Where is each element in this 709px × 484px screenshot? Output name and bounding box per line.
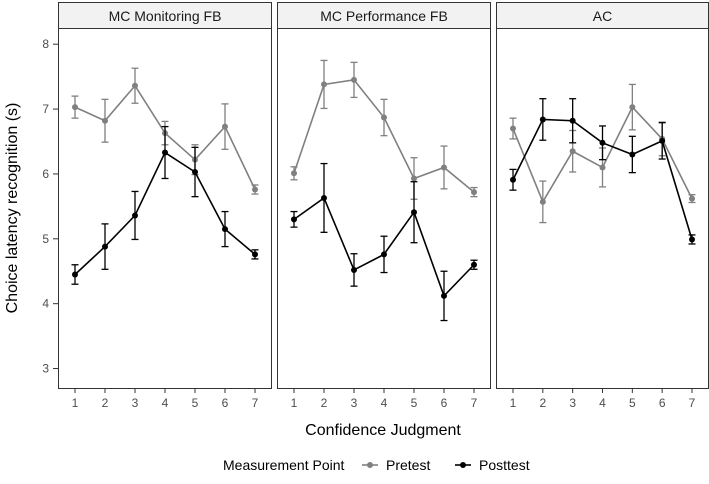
series-pretest xyxy=(290,59,478,200)
data-point xyxy=(222,226,228,233)
legend-item-pretest: Pretest xyxy=(362,457,430,473)
data-point xyxy=(132,82,138,89)
x-tick-label: 5 xyxy=(192,396,199,410)
x-axis-title: Confidence Judgment xyxy=(305,422,461,439)
legend-label: Posttest xyxy=(479,457,530,473)
facet-panel: MC Performance FB 1 2 3 4 5 6 7 xyxy=(277,2,491,410)
legend-key-point xyxy=(367,462,373,468)
y-tick-label: 5 xyxy=(42,232,49,246)
x-tick-label: 4 xyxy=(599,396,606,410)
data-point xyxy=(539,198,546,205)
facet-panel: AC 1 2 3 4 5 6 7 xyxy=(496,2,709,410)
x-tick-label: 2 xyxy=(321,396,328,410)
facet-title: MC Monitoring FB xyxy=(109,8,222,24)
data-point xyxy=(351,76,357,83)
data-point xyxy=(351,266,357,273)
x-tick-label: 7 xyxy=(689,396,696,410)
data-point xyxy=(222,123,228,130)
data-point xyxy=(132,212,138,219)
data-point xyxy=(629,104,636,111)
data-point xyxy=(72,104,78,111)
x-tick-label: 2 xyxy=(539,396,546,410)
x-tick-label: 1 xyxy=(72,396,79,410)
series-posttest xyxy=(71,125,259,285)
data-point xyxy=(252,251,258,258)
y-axis-title: Choice latency recognition (s) xyxy=(4,103,21,314)
data-point xyxy=(411,209,417,216)
data-point xyxy=(659,137,666,144)
series-posttest xyxy=(509,98,696,245)
y-tick-label: 3 xyxy=(42,362,49,376)
x-tick-label: 1 xyxy=(291,396,298,410)
panel-border xyxy=(58,28,272,389)
x-tick-label: 6 xyxy=(659,396,666,410)
panels-layer: MC Monitoring FB1 2 3 4 5 6 7MC Performance FB… xyxy=(58,2,709,410)
x-tick-label: 2 xyxy=(102,396,109,410)
data-point xyxy=(252,186,258,193)
y-tick-label: 7 xyxy=(42,102,49,116)
data-point xyxy=(102,243,108,250)
legend-title: Measurement Point xyxy=(223,457,345,473)
data-point xyxy=(569,148,576,155)
panel-border xyxy=(277,28,491,389)
data-point xyxy=(441,164,447,171)
data-point xyxy=(629,151,636,158)
x-tick-label: 7 xyxy=(252,396,259,410)
data-point xyxy=(102,117,108,124)
data-point xyxy=(381,251,387,258)
data-point xyxy=(689,236,695,243)
x-tick-label: 5 xyxy=(629,396,636,410)
legend-item-posttest: Posttest xyxy=(455,457,530,473)
facet-panel: MC Monitoring FB 1 2 3 4 5 6 7 xyxy=(58,2,272,410)
data-point xyxy=(689,195,695,202)
x-tick-label: 3 xyxy=(569,396,576,410)
x-tick-label: 3 xyxy=(351,396,358,410)
x-tick-label: 4 xyxy=(381,396,388,410)
x-tick-label: 5 xyxy=(411,396,418,410)
facet-strip xyxy=(277,2,491,29)
y-tick-label: 8 xyxy=(42,37,49,51)
facet-strip xyxy=(58,2,272,29)
data-point xyxy=(291,170,297,177)
data-point xyxy=(72,271,78,278)
legend: Measurement Point Pretest Posttest xyxy=(223,457,530,473)
data-point xyxy=(321,194,327,201)
data-point xyxy=(471,261,477,268)
x-tick-label: 7 xyxy=(471,396,478,410)
data-point xyxy=(441,292,447,299)
legend-key-point xyxy=(460,462,466,468)
facet-title: AC xyxy=(593,8,612,24)
series-posttest xyxy=(290,162,478,322)
data-point xyxy=(539,116,546,123)
facet-title: MC Performance FB xyxy=(320,8,448,24)
data-point xyxy=(321,81,327,88)
y-tick-label: 4 xyxy=(42,297,49,311)
data-point xyxy=(510,125,516,132)
data-point xyxy=(162,149,168,156)
data-point xyxy=(291,216,297,223)
data-point xyxy=(510,176,516,183)
panel-border xyxy=(496,28,709,389)
x-tick-label: 3 xyxy=(132,396,139,410)
x-tick-label: 4 xyxy=(162,396,169,410)
x-tick-label: 6 xyxy=(441,396,448,410)
data-point xyxy=(599,139,606,146)
data-point xyxy=(411,175,417,182)
legend-label: Pretest xyxy=(386,457,430,473)
data-point xyxy=(192,169,198,175)
data-point xyxy=(599,164,606,171)
y-axis: 3 4 5 6 7 8 xyxy=(42,37,58,376)
data-point xyxy=(381,114,387,121)
x-tick-label: 6 xyxy=(222,396,229,410)
data-point xyxy=(569,117,576,124)
x-tick-label: 1 xyxy=(510,396,517,410)
y-tick-label: 6 xyxy=(42,167,49,181)
data-point xyxy=(471,189,477,196)
